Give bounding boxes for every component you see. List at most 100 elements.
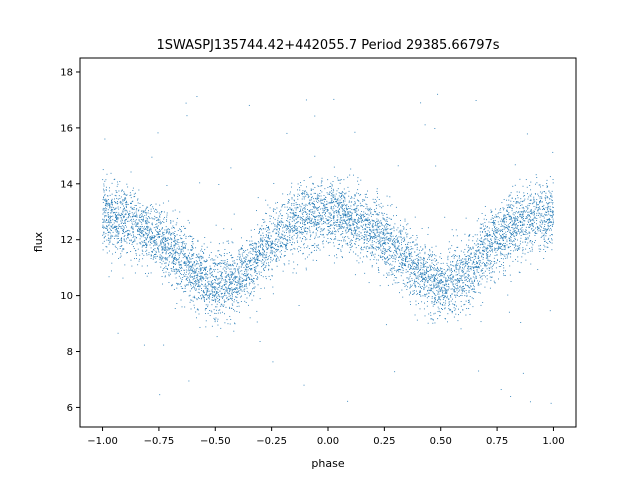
- data-point: [341, 226, 343, 227]
- data-point: [494, 249, 496, 251]
- data-point: [339, 225, 341, 227]
- data-point: [281, 234, 283, 236]
- data-point: [154, 215, 156, 217]
- data-point: [247, 260, 249, 262]
- data-point: [317, 209, 319, 211]
- data-point: [436, 263, 438, 265]
- data-point: [512, 227, 514, 229]
- data-point: [520, 205, 521, 206]
- data-point: [241, 260, 243, 262]
- data-point: [412, 260, 414, 262]
- data-point: [383, 237, 385, 239]
- data-point: [303, 236, 305, 237]
- data-point: [461, 292, 463, 294]
- data-point: [516, 231, 518, 233]
- data-point: [136, 237, 137, 238]
- data-point: [400, 232, 402, 234]
- data-point: [246, 240, 248, 242]
- data-point: [312, 182, 314, 184]
- data-point: [193, 260, 195, 262]
- data-point: [467, 263, 469, 265]
- data-point: [175, 249, 177, 251]
- data-point: [186, 258, 188, 259]
- data-point: [404, 220, 406, 222]
- data-point: [199, 326, 201, 328]
- data-point: [194, 271, 196, 273]
- data-point: [468, 308, 470, 309]
- data-point: [168, 265, 169, 267]
- data-point: [337, 179, 339, 181]
- data-point: [205, 326, 207, 328]
- data-point: [220, 303, 222, 305]
- data-point: [117, 206, 119, 208]
- data-point: [135, 219, 137, 221]
- data-point: [475, 266, 477, 268]
- data-point: [510, 236, 511, 238]
- data-point: [433, 281, 435, 283]
- data-point: [102, 227, 104, 228]
- data-point: [336, 224, 338, 226]
- data-point: [536, 177, 538, 178]
- data-point: [328, 229, 330, 231]
- data-point: [339, 182, 341, 184]
- data-point: [105, 225, 107, 227]
- data-point: [504, 224, 506, 225]
- data-point: [195, 247, 197, 249]
- data-point: [337, 231, 339, 233]
- data-point: [233, 309, 235, 310]
- data-point: [230, 264, 232, 266]
- data-point: [368, 282, 370, 284]
- data-point: [444, 307, 446, 309]
- data-point: [515, 259, 516, 261]
- data-point: [459, 262, 461, 264]
- data-point: [155, 203, 157, 205]
- data-point: [124, 220, 126, 222]
- data-point: [159, 244, 161, 246]
- data-point: [340, 226, 342, 228]
- data-point: [421, 275, 422, 277]
- data-point: [280, 246, 282, 248]
- data-point: [536, 201, 538, 203]
- data-point: [373, 231, 375, 233]
- data-point: [544, 198, 546, 200]
- data-point: [159, 237, 160, 238]
- data-point: [455, 265, 457, 267]
- data-point: [547, 197, 549, 199]
- data-point: [496, 215, 497, 217]
- data-point: [227, 299, 229, 301]
- data-point: [491, 249, 492, 251]
- data-point: [336, 199, 338, 201]
- data-point: [327, 229, 329, 231]
- data-point: [393, 246, 395, 248]
- data-point: [483, 249, 485, 251]
- data-point: [242, 255, 244, 257]
- data-point: [363, 242, 365, 244]
- data-point: [340, 250, 342, 252]
- data-point: [318, 195, 320, 197]
- data-point: [406, 236, 408, 238]
- data-point: [127, 233, 129, 234]
- data-point: [322, 229, 324, 231]
- data-point: [289, 237, 290, 239]
- data-point: [156, 231, 158, 233]
- data-point: [191, 299, 193, 301]
- data-point: [344, 205, 346, 207]
- data-point: [228, 265, 230, 266]
- data-point: [214, 295, 216, 297]
- data-point: [216, 291, 218, 293]
- data-point: [456, 261, 458, 263]
- data-point: [449, 304, 451, 305]
- data-point: [124, 234, 126, 236]
- data-point: [106, 215, 108, 217]
- data-point: [393, 230, 395, 232]
- data-point: [466, 244, 468, 246]
- data-point: [218, 301, 220, 303]
- data-point: [212, 291, 214, 292]
- data-point: [381, 230, 383, 232]
- data-point: [255, 258, 257, 260]
- data-point: [186, 259, 188, 261]
- data-point: [214, 312, 216, 314]
- data-point: [475, 275, 477, 277]
- data-point: [191, 268, 193, 270]
- data-point: [348, 224, 350, 226]
